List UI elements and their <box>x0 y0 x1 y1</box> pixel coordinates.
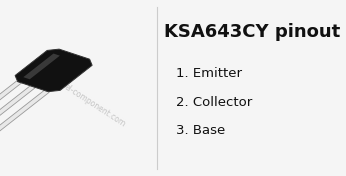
Text: 1. Emitter: 1. Emitter <box>176 67 243 80</box>
Polygon shape <box>0 86 36 164</box>
Text: KSA643CY pinout: KSA643CY pinout <box>164 23 341 41</box>
Text: 3. Base: 3. Base <box>176 124 226 137</box>
Polygon shape <box>15 49 92 92</box>
Text: 2. Collector: 2. Collector <box>176 96 253 109</box>
Polygon shape <box>0 81 21 160</box>
Text: el-component.com: el-component.com <box>63 82 127 129</box>
Polygon shape <box>23 54 60 79</box>
Polygon shape <box>0 90 49 169</box>
